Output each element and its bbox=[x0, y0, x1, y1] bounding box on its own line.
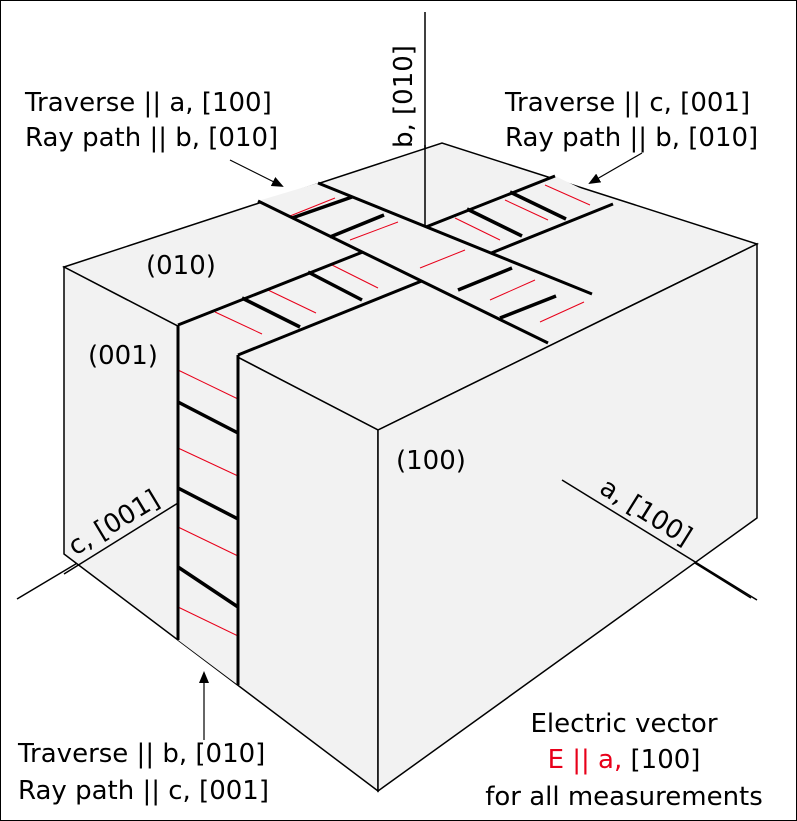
c-axis-through-left bbox=[63, 502, 179, 575]
electric-vector-title: Electric vector bbox=[530, 709, 717, 739]
annotation-top-left-line1: Traverse || a, [100] bbox=[24, 88, 272, 118]
arrow-top-left bbox=[229, 159, 284, 187]
face-100-front bbox=[377, 242, 758, 793]
annotation-bottom-left-line2: Ray path || c, [001] bbox=[18, 776, 269, 806]
face-label-100: (100) bbox=[396, 446, 466, 476]
electric-vector-direction: [100] bbox=[622, 745, 700, 775]
face-label-001: (001) bbox=[88, 341, 158, 371]
electric-vector-red-part: E || a, bbox=[548, 745, 623, 775]
arrow-top-right bbox=[588, 152, 643, 184]
annotation-bottom-left-line1: Traverse || b, [010] bbox=[17, 739, 265, 769]
annotation-top-left-line2: Ray path || b, [010] bbox=[25, 123, 278, 153]
a-axis-through-front bbox=[561, 479, 758, 601]
traverse-strip-c bbox=[257, 181, 593, 345]
electric-vector-line2: E || a, [100] bbox=[548, 745, 701, 775]
electric-vector-note: for all measurements bbox=[485, 782, 763, 812]
b-axis-label: b, [010] bbox=[389, 45, 419, 148]
traverse-strip-b bbox=[176, 325, 240, 685]
annotation-top-right-line2: Ray path || b, [010] bbox=[505, 123, 758, 153]
annotation-top-right-line1: Traverse || c, [001] bbox=[504, 88, 750, 118]
face-label-010: (010) bbox=[146, 251, 216, 281]
